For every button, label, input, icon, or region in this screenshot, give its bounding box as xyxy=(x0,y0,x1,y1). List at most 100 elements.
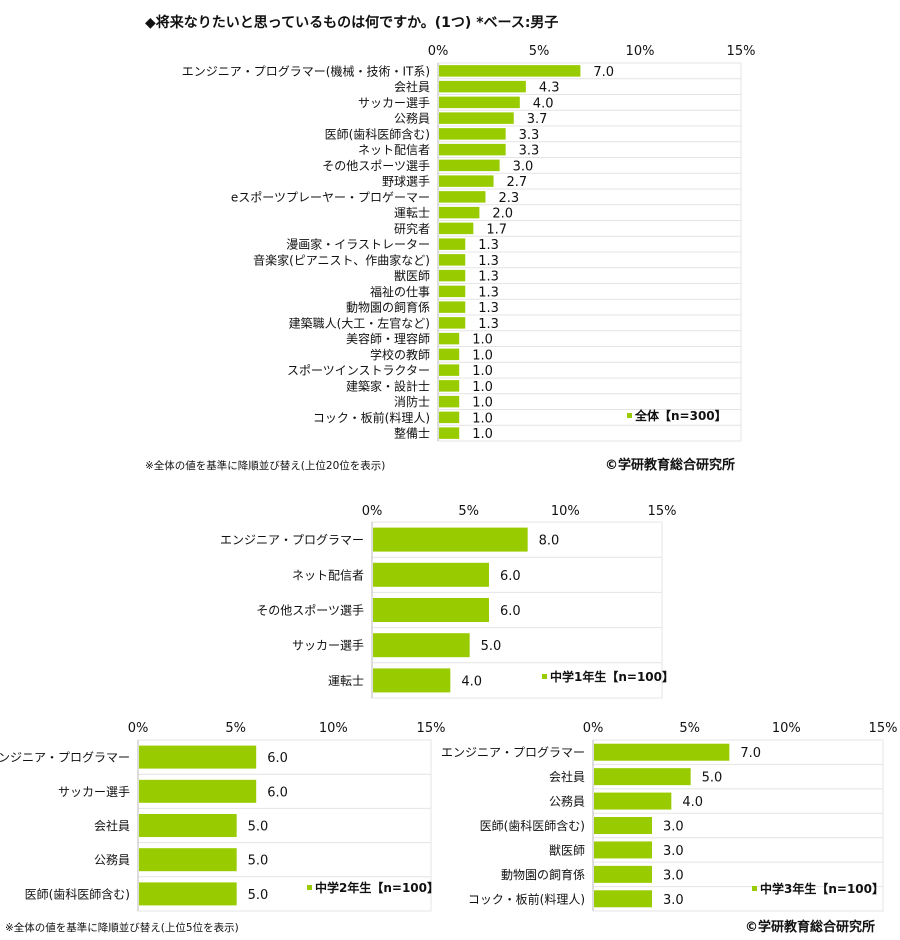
bar xyxy=(594,743,730,761)
category-label: 運転士 xyxy=(394,206,430,220)
data-label: 4.3 xyxy=(539,81,560,96)
data-label: 4.0 xyxy=(461,674,482,689)
data-label: 1.3 xyxy=(478,285,499,300)
x-tick-label: 15% xyxy=(727,44,756,59)
data-label: 1.0 xyxy=(472,380,493,395)
bar xyxy=(439,112,514,124)
legend-label: 中学1年生【n=100】 xyxy=(550,669,674,684)
bar xyxy=(439,395,460,408)
bar xyxy=(439,206,480,219)
data-label: 1.3 xyxy=(478,317,499,332)
data-label: 1.0 xyxy=(472,333,493,348)
category-label: 建築家・設計士 xyxy=(346,378,430,393)
data-label: 6.0 xyxy=(500,604,521,619)
x-tick-label: 15% xyxy=(648,504,677,519)
category-label: 建築職人(大工・左官など) xyxy=(289,315,430,330)
copyright: ©学研教育総合研究所 xyxy=(605,457,735,473)
category-label: 学校の教師 xyxy=(370,347,430,362)
footnote: ※全体の値を基準に降順並び替え(上位5位を表示) xyxy=(5,921,239,934)
category-label: 整備士 xyxy=(394,426,430,441)
data-label: 2.7 xyxy=(507,175,528,190)
bar xyxy=(439,380,460,392)
category-label: 福祉の仕事 xyxy=(370,284,430,299)
category-label: その他スポーツ選手 xyxy=(322,159,430,173)
data-label: 1.7 xyxy=(486,222,507,237)
data-label: 1.3 xyxy=(478,270,499,285)
category-label: エンジニア・プログラマー(機械・技術・IT系) xyxy=(182,63,430,78)
x-tick-label: 10% xyxy=(626,44,655,59)
category-label: サッカー選手 xyxy=(358,96,430,110)
bar xyxy=(439,238,466,250)
bar xyxy=(594,865,652,883)
x-tick-label: 5% xyxy=(458,504,479,519)
data-label: 3.0 xyxy=(663,893,684,908)
x-tick-label: 0% xyxy=(128,721,149,736)
data-label: 5.0 xyxy=(702,771,723,786)
bar xyxy=(373,527,528,552)
category-label: その他スポーツ選手 xyxy=(256,604,364,618)
category-label: エンジニア・プログラマー xyxy=(220,533,364,547)
bar xyxy=(439,222,474,235)
category-label: 会社員 xyxy=(94,818,130,833)
data-label: 1.0 xyxy=(472,364,493,379)
bar xyxy=(439,317,466,329)
category-label: eスポーツプレーヤー・プロゲーマー xyxy=(231,190,430,204)
category-label: 会社員 xyxy=(549,769,585,784)
data-label: 6.0 xyxy=(267,751,288,766)
category-label: 音楽家(ピアニスト、作曲家など) xyxy=(253,252,430,267)
x-tick-label: 10% xyxy=(319,721,348,736)
bar xyxy=(373,562,489,587)
data-label: 3.3 xyxy=(519,144,540,159)
category-label: ネット配信者 xyxy=(358,143,430,157)
category-label: 動物園の飼育係 xyxy=(501,867,585,882)
category-label: 医師(歯科医師含む) xyxy=(480,818,585,833)
data-label: 2.3 xyxy=(498,191,519,206)
category-label: サッカー選手 xyxy=(58,785,130,799)
category-label: 運転士 xyxy=(328,674,364,688)
bar xyxy=(439,364,460,376)
chart-title: ◆将来なりたいと思っているものは何ですか。(1つ) *ベース:男子 xyxy=(145,14,558,31)
bar xyxy=(373,633,470,658)
legend-swatch xyxy=(307,885,312,890)
bar xyxy=(373,598,489,622)
data-label: 3.3 xyxy=(519,128,540,143)
category-label: ネット配信者 xyxy=(292,568,364,582)
x-tick-label: 10% xyxy=(772,721,801,736)
category-label: 公務員 xyxy=(549,795,585,809)
bar xyxy=(439,80,526,93)
bar xyxy=(139,882,237,906)
category-label: 公務員 xyxy=(94,853,130,867)
category-label: サッカー選手 xyxy=(292,639,364,653)
bar xyxy=(439,191,486,203)
bar xyxy=(439,411,460,424)
data-label: 5.0 xyxy=(248,820,269,835)
category-label: 医師(歯科医師含む) xyxy=(25,886,130,901)
data-label: 5.0 xyxy=(481,639,502,654)
bar xyxy=(439,332,460,345)
legend-label: 中学3年生【n=100】 xyxy=(760,881,884,896)
category-label: 会社員 xyxy=(394,79,430,94)
category-label: コック・板前(料理人) xyxy=(313,410,430,425)
data-label: 1.0 xyxy=(472,348,493,363)
data-label: 1.3 xyxy=(478,254,499,269)
category-label: コック・板前(料理人) xyxy=(468,891,585,906)
data-label: 7.0 xyxy=(740,746,761,761)
bar xyxy=(594,768,691,786)
bar xyxy=(439,285,466,298)
bar xyxy=(594,890,652,908)
legend-label: 全体【n=300】 xyxy=(634,408,727,423)
bar xyxy=(373,668,451,693)
data-label: 3.0 xyxy=(663,844,684,859)
bar xyxy=(594,792,672,810)
bar xyxy=(439,427,460,439)
bar xyxy=(439,348,460,361)
data-label: 4.0 xyxy=(682,795,703,810)
x-tick-label: 5% xyxy=(225,721,246,736)
data-label: 1.0 xyxy=(472,411,493,426)
data-label: 5.0 xyxy=(248,854,269,869)
x-tick-label: 0% xyxy=(583,721,604,736)
data-label: 8.0 xyxy=(539,534,560,549)
bar xyxy=(594,817,652,834)
data-label: 7.0 xyxy=(593,65,614,80)
